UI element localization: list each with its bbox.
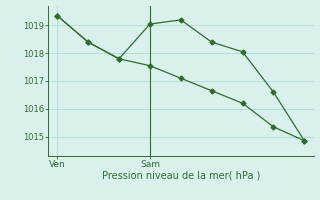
- X-axis label: Pression niveau de la mer( hPa ): Pression niveau de la mer( hPa ): [102, 171, 260, 181]
